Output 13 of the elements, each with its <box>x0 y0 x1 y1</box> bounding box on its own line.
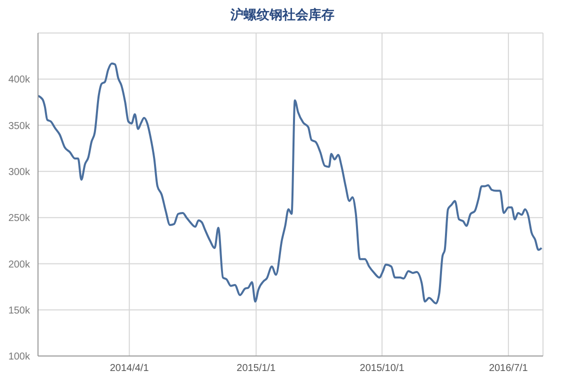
y-tick-label: 100k <box>8 352 31 363</box>
line-series <box>38 62 543 304</box>
y-tick-label: 200k <box>8 259 31 270</box>
x-tick-label: 2014/4/1 <box>110 363 150 374</box>
x-tick-label: 2015/10/1 <box>360 363 405 374</box>
y-tick-label: 150k <box>8 305 31 316</box>
x-tick-label: 2016/7/1 <box>488 363 528 374</box>
x-tick-label: 2015/1/1 <box>236 363 276 374</box>
y-tick-label: 350k <box>8 120 31 132</box>
y-tick-label: 400k <box>8 74 31 86</box>
y-tick-label: 250k <box>8 213 31 224</box>
chart-title: 沪螺纹钢社会库存 <box>230 6 336 24</box>
y-tick-label: 300k <box>8 166 31 178</box>
